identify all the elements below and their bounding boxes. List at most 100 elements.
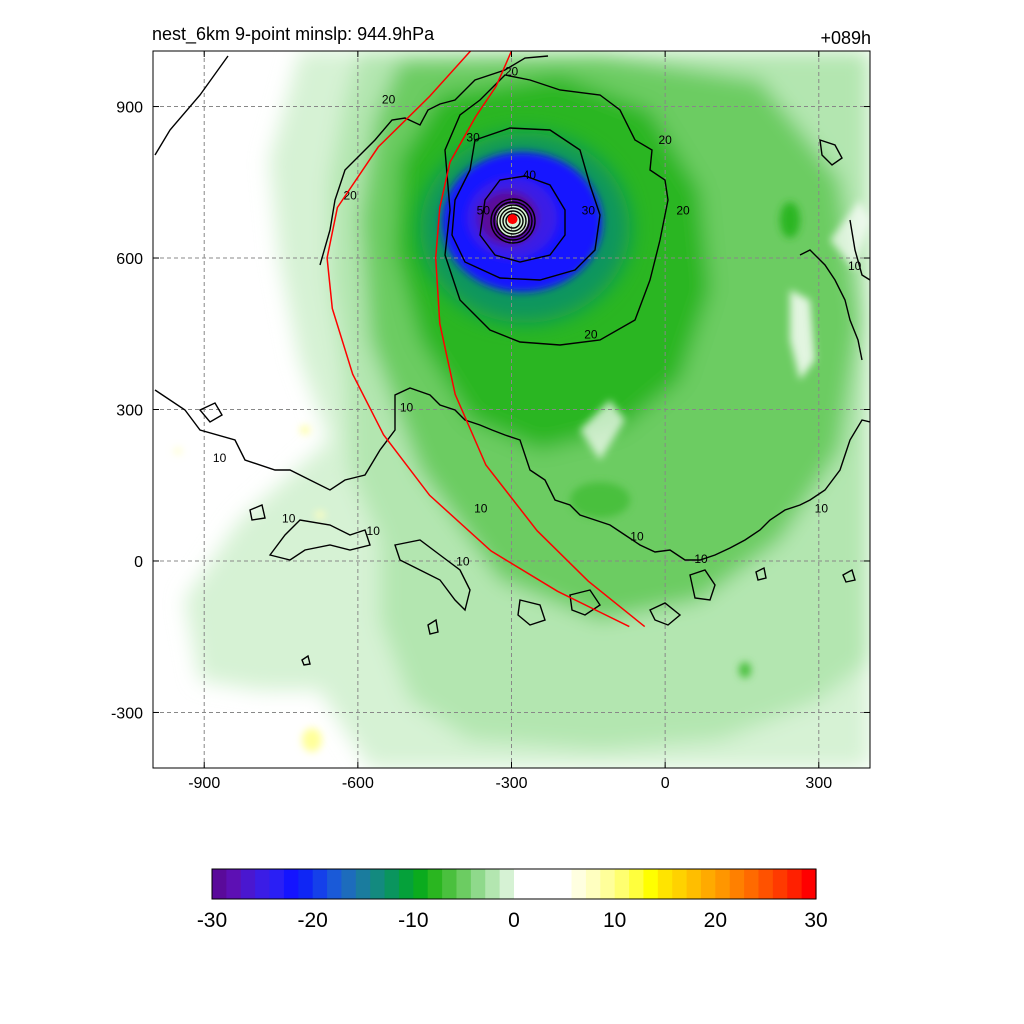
colorbar-swatch — [542, 869, 558, 899]
y-tick-label: 300 — [116, 403, 143, 420]
contour-10-blob-5 — [517, 599, 546, 626]
y-tick-label: 600 — [116, 251, 143, 268]
eyewall-contour-2 — [493, 201, 533, 241]
colorbar-swatch — [571, 869, 587, 899]
colorbar-tick-label: 0 — [508, 909, 520, 932]
contour-label: 50 — [477, 204, 491, 218]
contour-label: 20 — [658, 133, 672, 147]
contour-label: 10 — [456, 555, 470, 569]
red-track-line — [434, 51, 646, 628]
colorbar-swatch — [686, 869, 702, 899]
field-yellow-patch-4 — [174, 448, 182, 454]
colorbar-swatch — [442, 869, 458, 899]
colorbar-swatch — [341, 869, 357, 899]
contour-label: 30 — [582, 204, 596, 218]
colorbar-swatch — [643, 869, 659, 899]
x-tick-label: -300 — [495, 775, 527, 792]
contour-label: 30 — [466, 130, 480, 144]
contour-10-blob-9 — [755, 566, 767, 581]
colorbar-swatch — [226, 869, 242, 899]
contour-label: 10 — [630, 529, 644, 543]
contour-label: 20 — [343, 188, 357, 202]
x-tick-label: 300 — [805, 775, 832, 792]
eyewall-contour-6 — [505, 213, 521, 229]
contour-label: 40 — [523, 168, 537, 182]
contour-10-right-blob — [819, 138, 843, 166]
colorbar-swatch — [629, 869, 645, 899]
contour-10-blob-2 — [268, 519, 371, 561]
colorbar-tick-label: 10 — [603, 909, 626, 932]
y-tick-label: 900 — [116, 100, 143, 117]
colorbar-swatch — [744, 869, 760, 899]
field-dark-cell-3 — [570, 482, 630, 518]
contour-10-left-blob — [198, 402, 223, 423]
contour-10-blob-11 — [649, 602, 682, 626]
colorbar-swatch — [600, 869, 616, 899]
field-yellow-patch-3 — [315, 511, 325, 519]
contours — [154, 55, 870, 666]
field-dark-cell-2 — [739, 662, 751, 678]
colorbar-tick-label: 30 — [804, 909, 827, 932]
colorbar-swatch — [240, 869, 256, 899]
colorbar-swatch — [298, 869, 314, 899]
contour-label: 10 — [400, 401, 414, 415]
eyewall-contour-1 — [490, 198, 536, 244]
colorbar-tick-label: 20 — [704, 909, 727, 932]
colorbar-swatch — [729, 869, 745, 899]
colorbar-swatch — [413, 869, 429, 899]
colorbar-swatch — [772, 869, 788, 899]
contour-10-blob-1 — [249, 504, 266, 521]
contour-label: 10 — [213, 451, 227, 465]
y-tick-label: -300 — [111, 705, 143, 722]
colorbar: -30 -20 -10 0 10 20 30 — [197, 868, 828, 932]
contour-10-blob-6 — [427, 618, 439, 635]
field-pale-streak-2 — [580, 400, 625, 460]
contour-label: 20 — [584, 327, 598, 341]
contour-10-right — [799, 219, 870, 361]
contour-10-blob-3 — [394, 539, 471, 612]
x-axis: -900 -600 -300 0 300 — [188, 51, 832, 792]
contour-20-outer — [154, 55, 549, 266]
colorbar-swatch — [657, 869, 673, 899]
contour-label: 20 — [676, 204, 690, 218]
eyewall-contour-4 — [499, 207, 527, 235]
colorbar-swatch — [787, 869, 803, 899]
contour-label: 10 — [367, 524, 381, 538]
storm-center-marker — [507, 214, 518, 225]
colorbar-swatch — [355, 869, 371, 899]
contour-20-inner — [444, 74, 669, 346]
forecast-hour-label: +089h — [820, 28, 871, 48]
colorbar-swatch — [370, 869, 386, 899]
contour-10-blob-4 — [569, 589, 601, 616]
x-tick-label: -600 — [342, 775, 374, 792]
contour-label: 10 — [282, 512, 296, 526]
contour-label: 10 — [474, 501, 488, 515]
colorbar-swatch — [700, 869, 716, 899]
colorbar-swatch — [672, 869, 688, 899]
contour-labels: 20 20 20 30 40 50 30 20 20 20 10 10 10 10 10 10 10 10 10 10 — [213, 65, 862, 569]
colorbar-swatch — [557, 869, 573, 899]
chart-title: nest_6km 9-point minslp: 944.9hPa — [152, 24, 435, 45]
eyewall-contour-3 — [496, 204, 530, 238]
field-yellow-patch-2 — [300, 426, 310, 434]
red-track-line — [326, 51, 630, 628]
contour-label: 10 — [848, 259, 862, 273]
colorbar-swatch — [269, 869, 285, 899]
x-tick-label: -900 — [188, 775, 220, 792]
colorbar-swatch — [212, 869, 227, 899]
colorbar-swatch — [585, 869, 601, 899]
colorbar-swatch — [758, 869, 774, 899]
colorbar-swatch — [427, 869, 443, 899]
plot-area: 20 20 20 30 40 50 30 20 20 20 10 10 10 10 10 10 10 10 10 10 — [153, 51, 870, 768]
colorbar-tick-label: -10 — [398, 909, 428, 932]
grid — [153, 51, 870, 768]
colorbar-swatch — [398, 869, 414, 899]
contour-10-blob-10 — [842, 568, 856, 583]
red-tracks — [326, 51, 646, 628]
field-pale-streak-3 — [830, 200, 870, 270]
contour-10-blob-7 — [301, 654, 311, 666]
colorbar-tick-label: -30 — [197, 909, 227, 932]
colorbar-swatch — [470, 869, 486, 899]
colorbar-swatch — [514, 869, 529, 899]
